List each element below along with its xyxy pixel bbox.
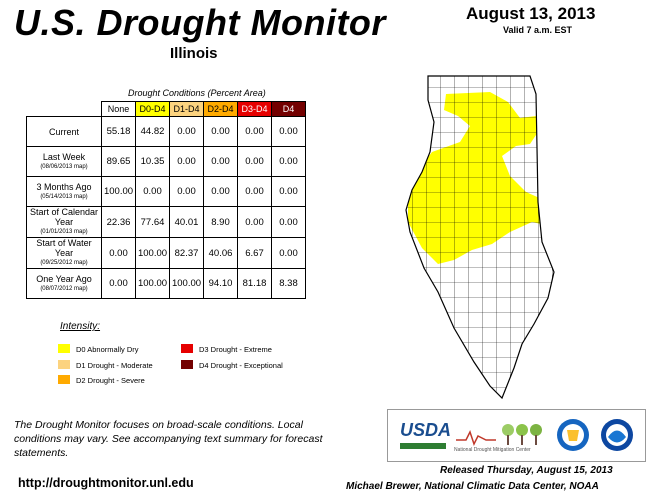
cell-d0-d4: 100.00 — [135, 237, 170, 269]
legend-swatch-d0 — [58, 344, 70, 353]
legend-swatch-d1 — [58, 360, 70, 369]
cell-d1-d4: 82.37 — [169, 237, 204, 269]
cell-none: 22.36 — [101, 206, 136, 238]
cell-d4: 0.00 — [271, 146, 306, 177]
col-header-d2-d4: D2-D4 — [203, 101, 238, 117]
legend-swatch-d4 — [181, 360, 193, 369]
usda-logo: USDA — [400, 420, 452, 440]
illinois-map — [405, 75, 555, 400]
cell-d0-d4: 44.82 — [135, 116, 170, 147]
drought-monitor-note: The Drought Monitor focuses on broad-sca… — [14, 419, 323, 459]
cell-none: 0.00 — [101, 268, 136, 299]
col-header-d1-d4: D1-D4 — [169, 101, 204, 117]
row-label-text: Start of Calendar Year — [29, 207, 99, 227]
row-label-text: One Year Ago — [36, 273, 92, 284]
cell-d4: 0.00 — [271, 116, 306, 147]
cell-d3-d4: 0.00 — [237, 146, 272, 177]
row-label: One Year Ago (08/07/2012 map) — [26, 268, 102, 299]
cell-d0-d4: 100.00 — [135, 268, 170, 299]
cell-d2-d4: 0.00 — [203, 146, 238, 177]
row-label-date: (08/06/2013 map) — [40, 163, 88, 170]
usda-logo-underline — [400, 443, 446, 449]
legend-label-d3: D3 Drought - Extreme — [199, 345, 272, 354]
cell-d2-d4: 40.06 — [203, 237, 238, 269]
cell-d2-d4: 8.90 — [203, 206, 238, 238]
legend-label-d1: D1 Drought - Moderate — [76, 361, 153, 370]
legend-label-d0: D0 Abnormally Dry — [76, 345, 139, 354]
cell-d2-d4: 0.00 — [203, 116, 238, 147]
cell-d0-d4: 10.35 — [135, 146, 170, 177]
cell-d3-d4: 81.18 — [237, 268, 272, 299]
row-label-date: (01/01/2013 map) — [40, 229, 88, 235]
table-row: One Year Ago (08/07/2012 map) 0.00 100.00 10… — [26, 268, 306, 299]
legend-swatch-d2 — [58, 375, 70, 384]
table-corner — [27, 102, 102, 117]
county-lines — [406, 76, 554, 398]
cell-d4: 0.00 — [271, 237, 306, 269]
state-outline — [405, 75, 555, 400]
cell-d1-d4: 100.00 — [169, 268, 204, 299]
table-row: Current 55.18 44.82 0.00 0.00 0.00 0.00 — [26, 116, 306, 147]
ndmc-logo-icon — [456, 424, 542, 446]
cell-d3-d4: 6.67 — [237, 237, 272, 269]
cell-d0-d4: 77.64 — [135, 206, 170, 238]
legend-swatch-d3 — [181, 344, 193, 353]
cell-none: 55.18 — [101, 116, 136, 147]
cell-d2-d4: 94.10 — [203, 268, 238, 299]
cell-none: 89.65 — [101, 146, 136, 177]
cell-d4: 0.00 — [271, 176, 306, 207]
cell-d0-d4: 0.00 — [135, 176, 170, 207]
website-link[interactable]: http://droughtmonitor.unl.edu — [18, 476, 194, 490]
drought-conditions-table: None D0-D4 D1-D4 D2-D4 D3-D4 D4 Current 5… — [26, 101, 306, 299]
cell-d4: 0.00 — [271, 206, 306, 238]
row-label: Last Week (08/06/2013 map) — [26, 146, 102, 177]
commerce-seal-icon — [557, 419, 589, 451]
partner-logos-box: USDA National Drought Mitigation Center — [387, 409, 646, 462]
row-label: Start of Water Year (09/25/2012 map) — [26, 237, 102, 269]
cell-d2-d4: 0.00 — [203, 176, 238, 207]
cell-d1-d4: 0.00 — [169, 146, 204, 177]
noaa-seal-icon — [601, 419, 633, 451]
table-row: 3 Months Ago (05/14/2013 map) 100.00 0.00 0.… — [26, 176, 306, 207]
map-date: August 13, 2013 — [466, 4, 596, 23]
author-credit: Michael Brewer, National Climatic Data C… — [346, 481, 599, 492]
ndmc-logo-text: National Drought Mitigation Center — [454, 447, 531, 453]
cell-d1-d4: 0.00 — [169, 116, 204, 147]
col-header-d0-d4: D0-D4 — [135, 101, 170, 117]
row-label-text: Start of Water Year — [36, 238, 92, 258]
col-header-d3-d4: D3-D4 — [237, 101, 272, 117]
cell-d1-d4: 0.00 — [169, 176, 204, 207]
state-name: Illinois — [170, 45, 218, 62]
row-label-date: (05/14/2013 map) — [40, 193, 88, 200]
row-label-date: (08/07/2012 map) — [40, 285, 88, 292]
col-header-none: None — [101, 101, 136, 117]
table-row: Start of Calendar Year (01/01/2013 map) 22… — [26, 206, 306, 238]
page-title: U.S. Drought Monitor — [14, 2, 386, 43]
table-row: Start of Water Year (09/25/2012 map) 0.00 1… — [26, 237, 306, 269]
table-caption: Drought Conditions (Percent Area) — [128, 88, 266, 98]
cell-d3-d4: 0.00 — [237, 116, 272, 147]
table-row: Last Week (08/06/2013 map) 89.65 10.35 0.00 0… — [26, 146, 306, 177]
release-date: Released Thursday, August 15, 2013 — [440, 465, 613, 476]
cell-d3-d4: 0.00 — [237, 206, 272, 238]
legend-label-d4: D4 Drought - Exceptional — [199, 361, 283, 370]
row-label-text: Last Week — [42, 151, 86, 162]
legend-label-d2: D2 Drought - Severe — [76, 376, 145, 385]
col-header-d4: D4 — [271, 101, 306, 117]
cell-d4: 8.38 — [271, 268, 306, 299]
row-label-date: (09/25/2012 map) — [40, 260, 88, 266]
legend-title: Intensity: — [60, 321, 101, 332]
cell-d3-d4: 0.00 — [237, 176, 272, 207]
row-label: Current — [26, 116, 102, 147]
valid-time: Valid 7 a.m. EST — [503, 25, 573, 35]
row-label-text: 3 Months Ago — [36, 181, 92, 192]
cell-none: 100.00 — [101, 176, 136, 207]
table-header-row: None D0-D4 D1-D4 D2-D4 D3-D4 D4 — [27, 101, 306, 117]
cell-none: 0.00 — [101, 237, 136, 269]
row-label-text: Current — [48, 126, 79, 137]
row-label: 3 Months Ago (05/14/2013 map) — [26, 176, 102, 207]
row-label: Start of Calendar Year (01/01/2013 map) — [26, 206, 102, 238]
cell-d1-d4: 40.01 — [169, 206, 204, 238]
